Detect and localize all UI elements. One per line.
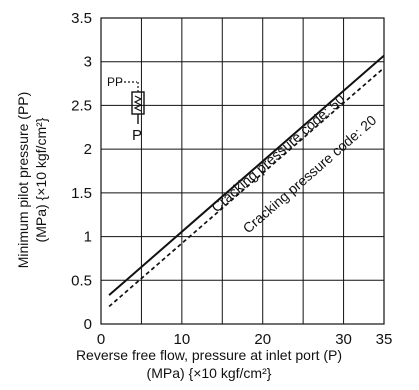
y-tick-label: 1.5 xyxy=(71,185,92,202)
tick-layer: 0 10 20 30 35 0 0.5 1 1.5 2 2.5 3 3.5 xyxy=(71,10,392,348)
y-tick-label: 3 xyxy=(84,54,92,71)
x-tick-label: 30 xyxy=(335,331,352,348)
y-tick-label: 0 xyxy=(84,316,92,333)
check-valve-symbol-icon: PP P xyxy=(107,75,145,144)
x-axis-label-line-1: Reverse free flow, pressure at inlet por… xyxy=(76,347,342,363)
x-tick-label: 0 xyxy=(97,331,105,348)
pp-symbol-label: PP xyxy=(107,75,123,89)
y-tick-label: 2.5 xyxy=(71,97,92,114)
p-symbol-label: P xyxy=(132,127,142,144)
spring-icon xyxy=(133,95,143,112)
y-axis-label-line-2: (MPa) {×10 kgf/cm²} xyxy=(33,117,49,242)
series-layer xyxy=(108,54,385,308)
x-tick-label: 10 xyxy=(174,331,191,348)
series-line-code-50 xyxy=(108,54,385,296)
series-line-code-20 xyxy=(108,67,385,308)
y-tick-label: 3.5 xyxy=(71,10,92,27)
grid-layer xyxy=(100,17,385,325)
x-tick-label: 20 xyxy=(254,331,271,348)
plot-frame xyxy=(100,17,385,325)
y-axis-label-line-1: Minimum pilot pressure (PP) xyxy=(15,92,31,269)
y-tick-label: 2 xyxy=(84,141,92,158)
x-axis-label-line-2: (MPa) {×10 kgf/cm²} xyxy=(147,365,272,381)
y-tick-label: 0.5 xyxy=(71,272,92,289)
x-tick-label: 35 xyxy=(376,331,393,348)
y-tick-label: 1 xyxy=(84,229,92,246)
